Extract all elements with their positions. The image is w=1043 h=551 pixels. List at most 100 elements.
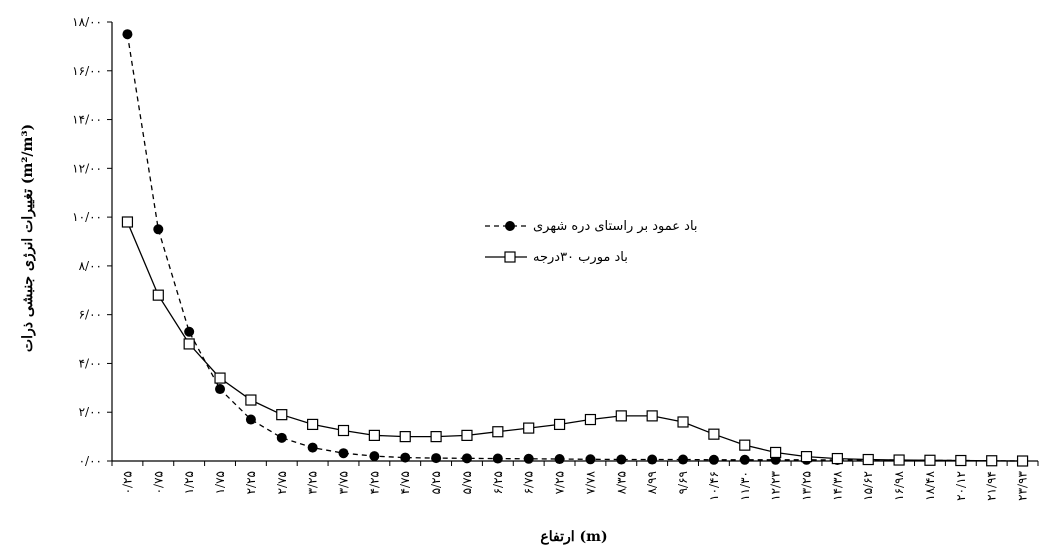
data-point <box>678 454 689 465</box>
x-tick-label: ۰/۷۵ <box>151 471 165 494</box>
data-point <box>276 409 288 421</box>
data-point <box>647 454 658 465</box>
x-tick-label: ۱۲/۲۳ <box>769 470 783 500</box>
legend-label: باد عمود بر راستای دره شهری <box>533 219 698 234</box>
data-point <box>800 451 813 463</box>
x-tick-label: ۳/۲۵ <box>306 471 320 494</box>
data-point <box>152 289 164 301</box>
x-axis-title: ارتفاع (m) <box>540 529 607 545</box>
data-point <box>523 422 535 434</box>
data-point <box>862 453 874 466</box>
x-tick-label: ۶/۲۵ <box>491 471 505 494</box>
x-tick-label: ۷/۷۸ <box>583 470 597 494</box>
x-tick-label: ۱۴/۳۸ <box>830 470 844 500</box>
x-tick-label: ۱۳/۲۵ <box>800 471 814 501</box>
y-tick-label: ۴/۰۰ <box>79 356 102 370</box>
y-tick-label: ۸/۰۰ <box>79 259 102 273</box>
x-tick-label: ۱/۷۵ <box>213 471 227 494</box>
legend-marker <box>505 221 515 231</box>
y-tick-label: ۶/۰۰ <box>79 308 102 322</box>
data-point <box>770 446 782 459</box>
data-point <box>122 29 133 40</box>
legend-marker <box>504 251 516 263</box>
data-point <box>616 454 627 465</box>
series-1 <box>122 29 1028 466</box>
y-tick-label: ۱۸/۰۰ <box>72 15 102 29</box>
data-point <box>215 384 226 395</box>
y-tick-label: ۱۶/۰۰ <box>72 64 102 78</box>
x-tick-label: ۸/۹۹ <box>645 471 659 494</box>
data-point <box>276 432 287 443</box>
data-point <box>337 424 350 437</box>
data-point <box>1016 455 1029 467</box>
data-point <box>893 454 905 466</box>
x-tick-label: ۱/۲۵ <box>182 471 196 494</box>
data-point <box>431 453 442 464</box>
series-layer <box>121 29 1029 467</box>
data-point <box>245 414 256 425</box>
data-point <box>708 428 720 440</box>
x-tick-label: ۷/۲۵ <box>553 471 567 494</box>
data-point <box>554 454 565 465</box>
data-point <box>369 451 380 462</box>
x-tick-label: ۰/۲۵ <box>120 471 134 494</box>
x-tick-label: ۵/۲۵ <box>429 471 443 494</box>
x-tick-label: ۲۰/۱۲ <box>954 471 968 501</box>
x-tick-label: ۱۵/۶۲ <box>861 471 875 501</box>
data-point <box>831 452 843 465</box>
x-tick-label: ۱۰/۴۶ <box>707 471 721 501</box>
data-point <box>307 442 318 453</box>
x-tick-label: ۵/۷۵ <box>460 471 474 494</box>
data-point <box>245 394 257 406</box>
y-tick-label: ۱۲/۰۰ <box>72 161 102 175</box>
y-axis-title: تغییرات انرژی جنبشی ذرات (m²/m³) <box>20 124 36 352</box>
data-point <box>399 431 411 443</box>
y-tick-label: ۱۰/۰۰ <box>72 210 102 224</box>
x-tick-label: ۲۱/۹۴ <box>985 471 999 501</box>
data-point <box>492 453 503 464</box>
legend-item: باد عمود بر راستای دره شهری <box>485 219 698 234</box>
data-point <box>307 418 319 431</box>
x-tick-label: ۲/۷۵ <box>275 471 289 494</box>
x-tick-label: ۸/۳۵ <box>614 471 628 494</box>
x-tick-label: ۲۳/۹۳ <box>1016 470 1030 500</box>
y-axis-ticks: ۰/۰۰ ۲/۰۰ ۴/۰۰ ۶/۰۰ ۸/۰۰ ۱۰/۰۰ ۱۲/۰۰ ۱۴/۰۰ ۱۶/۰۰… <box>72 15 112 468</box>
data-point <box>400 452 411 463</box>
data-point <box>183 338 195 350</box>
x-tick-label: ۹/۶۹ <box>676 471 690 494</box>
series-2 <box>121 216 1029 467</box>
x-tick-label: ۶/۷۵ <box>522 471 536 494</box>
legend: باد عمود بر راستای دره شهری باد مورب ۳۰در… <box>485 219 698 265</box>
data-point <box>955 454 967 467</box>
data-point <box>646 410 658 422</box>
x-tick-label: ۴/۲۵ <box>367 471 381 494</box>
data-point <box>184 326 195 337</box>
x-axis-ticks: ۰/۲۵ ۰/۷۵ ۱/۲۵ ۱/۷۵ ۲/۲۵ ۲/۷۵ ۳/۲۵ ۳/۷۵ ۴/۲۵ ۴/۷۵… <box>111 461 1039 501</box>
data-point <box>739 454 750 465</box>
data-point <box>553 418 566 431</box>
legend-label: باد مورب ۳۰درجه <box>533 250 628 265</box>
data-point <box>708 454 719 465</box>
x-tick-label: ۴/۷۵ <box>398 471 412 494</box>
y-tick-label: ۲/۰۰ <box>79 405 102 419</box>
data-point <box>584 413 597 426</box>
data-point <box>153 224 164 235</box>
legend-item: باد مورب ۳۰درجه <box>485 250 628 265</box>
y-tick-label: ۰/۰۰ <box>79 454 102 468</box>
y-tick-label: ۱۴/۰۰ <box>72 113 102 127</box>
data-point <box>368 429 380 441</box>
data-point <box>338 448 349 459</box>
data-point <box>677 416 689 428</box>
data-point <box>739 439 751 451</box>
series-line <box>126 34 1023 462</box>
data-point <box>430 431 442 443</box>
data-point <box>492 426 504 438</box>
data-point <box>523 453 534 464</box>
data-point <box>461 429 473 441</box>
x-tick-label: ۱۱/۳۰ <box>738 471 752 501</box>
data-point <box>986 455 998 467</box>
data-point <box>214 372 226 384</box>
x-tick-label: ۲/۲۵ <box>244 471 258 494</box>
data-point <box>585 454 596 465</box>
